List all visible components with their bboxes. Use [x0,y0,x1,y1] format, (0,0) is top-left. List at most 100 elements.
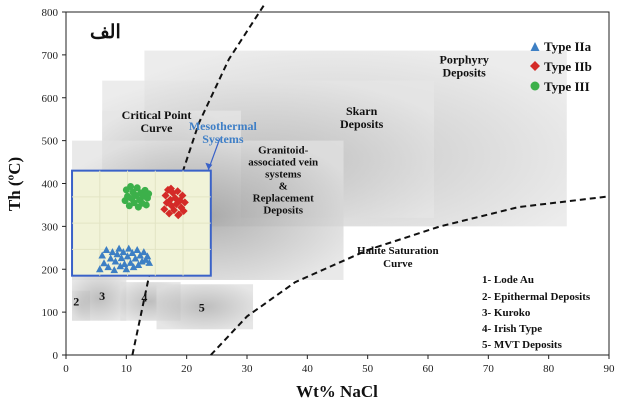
point-type-iia [140,248,148,256]
point-type-iib [165,209,174,218]
x-tick-label: 90 [604,363,616,375]
deposit-list-item: 2- Epithermal Deposits [482,291,591,303]
point-type-iia [133,245,141,253]
point-type-iii [130,199,138,207]
region-label-granitoid-associated-vein-systems-replacement-deposits: Granitoid- [258,144,308,156]
region-label-porphyry-deposits: Deposits [443,65,487,79]
y-tick-label: 600 [42,93,59,105]
x-tick-label: 80 [543,363,555,375]
region-label-skarn-deposits: Deposits [340,117,384,131]
point-type-iii [145,190,153,198]
annotation-halite-saturation: Halite Saturation [357,245,439,257]
point-type-iib [180,198,189,207]
point-type-iib [160,205,169,214]
y-tick-label: 800 [42,7,59,19]
points-layer [95,183,189,274]
point-type-iia [108,248,117,256]
y-tick-label: 400 [42,179,59,191]
x-tick-label: 20 [181,363,193,375]
point-type-iia [95,265,104,273]
point-type-iia [100,259,108,267]
point-type-iia [113,250,122,258]
point-type-iia [119,248,128,256]
point-type-iia [131,254,140,262]
x-tick-label: 10 [121,363,133,375]
deposit-list-item: 1- Lode Au [482,274,534,286]
legend-label-type-iib: Type IIb [544,59,592,74]
region-label-4: 4 [141,290,147,304]
legend: Type IIa Type IIb Type III [530,39,592,94]
region-label-granitoid-associated-vein-systems-replacement-deposits: Deposits [263,204,303,216]
axes-layer: 0 10 20 30 40 50 60 70 80 90 0 100 200 300 400 500 600 70… [42,7,616,375]
point-type-iia [145,258,154,266]
point-type-iia [120,260,129,268]
point-type-iii [133,184,141,192]
region-label-5: 5 [199,300,205,314]
x-tick-label: 70 [483,363,495,375]
point-type-iia [124,244,133,252]
region-label-porphyry-deposits: Porphyry [440,52,489,66]
point-type-iia [110,266,119,274]
point-type-iia [122,265,131,273]
x-axis-label: Wt% NaCl [296,382,378,401]
region-label-granitoid-associated-vein-systems-replacement-deposits: & [279,180,288,192]
point-type-iia [98,251,106,259]
deposit-list-item: 4- Irish Type [482,323,542,335]
point-type-iia [116,262,125,270]
point-type-iia [102,245,111,253]
point-type-iib [178,191,187,200]
point-type-iib [166,184,175,193]
deposit-list-item: 5- MVT Deposits [482,339,563,351]
y-tick-label: 200 [42,264,59,276]
point-type-iii [127,183,135,191]
region-label-3: 3 [99,289,105,303]
region-label-mesothermal-systems: Mesothermal [189,119,258,133]
y-tick-label: 500 [42,136,59,148]
point-type-iib [169,206,178,215]
y-tick-label: 100 [42,307,59,319]
region-label-granitoid-associated-vein-systems-replacement-deposits: systems [265,168,302,180]
legend-marker-type-iia [530,42,540,51]
point-type-iia [123,252,132,260]
y-tick-label: 300 [42,221,59,233]
point-type-iia [115,244,123,252]
legend-marker-type-iii [530,81,540,91]
halite-saturation-curve [210,195,610,356]
point-type-iia [117,254,126,262]
point-type-iia [129,263,138,271]
point-type-iia [143,252,152,260]
region-label-critical-point-curve: Critical Point [122,108,192,122]
annotation-curve: Curve [383,258,412,270]
deposit-list: 1- Lode Au 2- Epithermal Deposits 3- Kur… [482,274,591,351]
point-type-iib [179,206,188,215]
legend-label-type-iia: Type IIa [544,39,592,54]
x-tick-label: 0 [63,363,69,375]
curves-layer [131,2,610,356]
x-tick-label: 40 [302,363,314,375]
deposit-list-item: 3- Kuroko [482,307,531,319]
region-label-granitoid-associated-vein-systems-replacement-deposits: Replacement [253,192,314,204]
chart-title: الف [90,22,121,43]
legend-marker-type-iib [530,61,540,71]
y-tick-label: 0 [53,350,59,362]
point-type-iia [126,258,135,266]
x-tick-label: 30 [242,363,254,375]
legend-label-type-iii: Type III [544,79,590,94]
region-3 [72,275,127,321]
mesothermal-arrowhead [205,162,213,170]
x-tick-label: 60 [423,363,435,375]
critical-point-curve [131,2,266,356]
y-tick-label: 700 [42,50,59,62]
region-label-skarn-deposits: Skarn [346,104,378,118]
point-type-iia [104,263,113,271]
point-type-iii [142,201,150,209]
region-label-mesothermal-systems: Systems [202,132,244,146]
y-axis-label: Th (ºC) [5,157,24,211]
region-label-critical-point-curve: Curve [141,121,174,135]
point-type-iib [173,187,182,196]
region-5 [156,284,254,330]
point-type-iib [174,211,183,220]
point-type-iia [111,257,120,265]
